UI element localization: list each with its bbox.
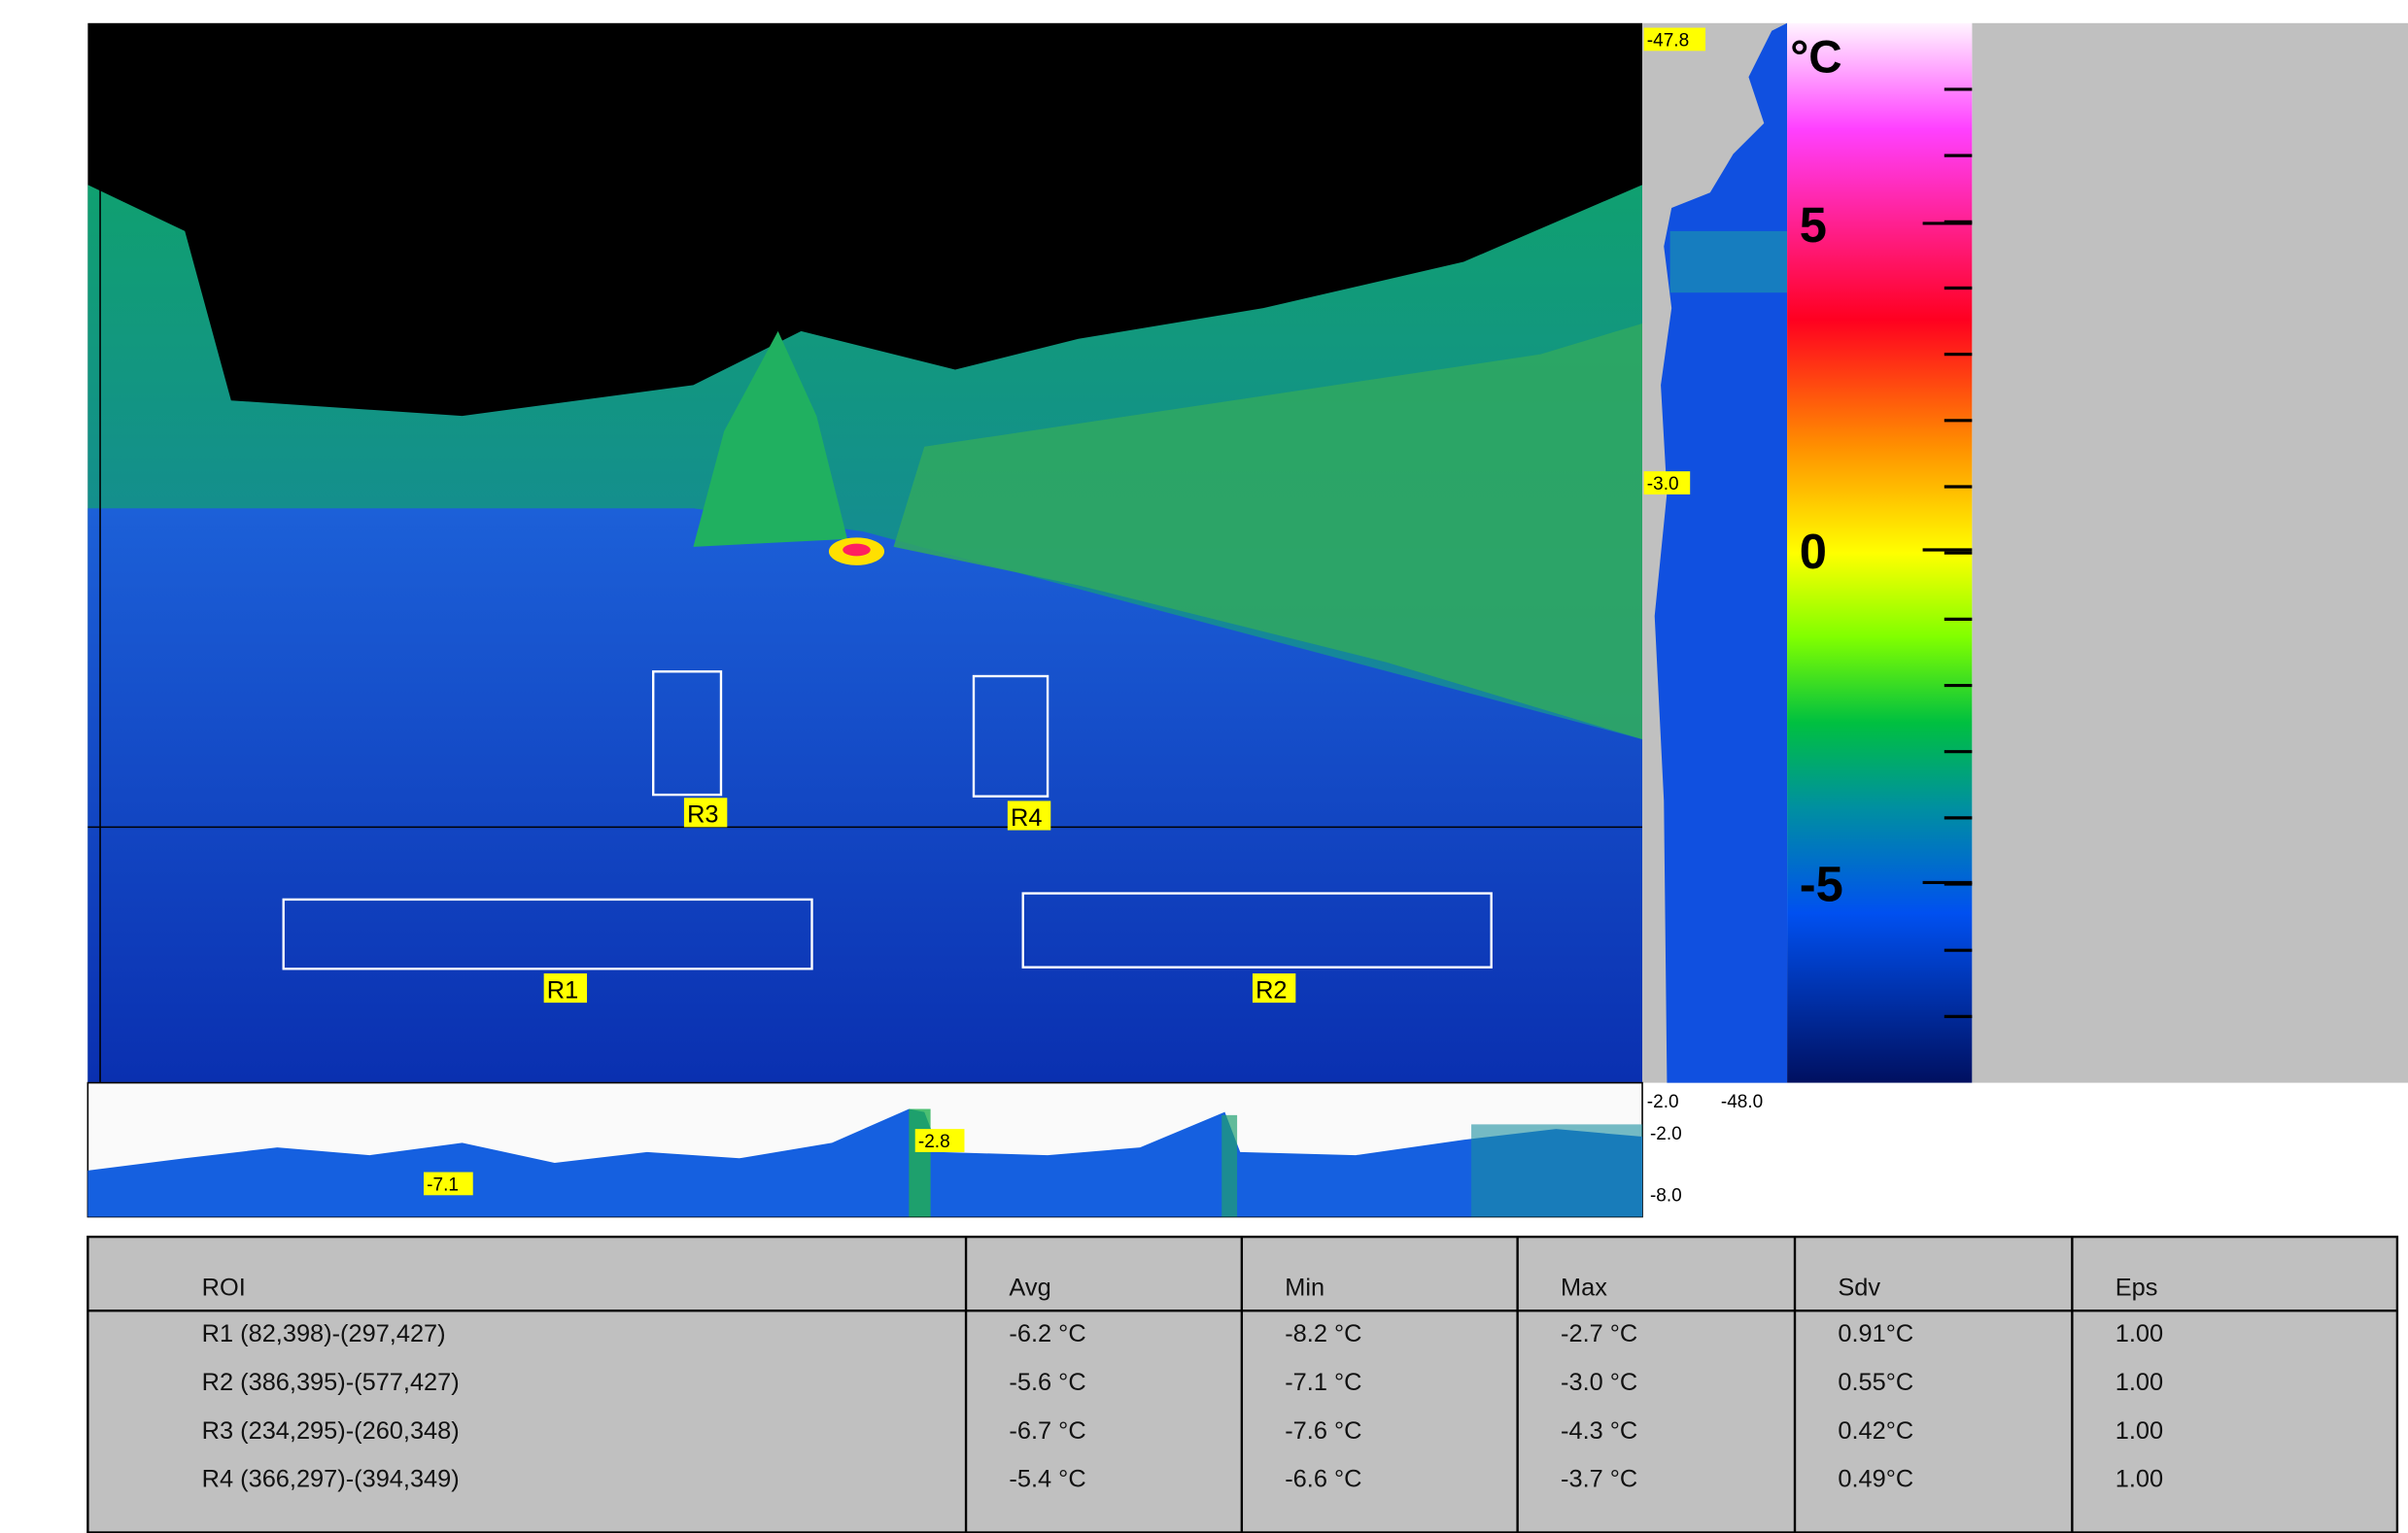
table-cell: -6.2 °C	[1009, 1320, 1085, 1347]
horizontal-profile	[87, 1083, 1642, 1217]
roi-label: R4	[1011, 804, 1042, 832]
table-cell: 0.42°C	[1838, 1417, 1913, 1445]
range-label: -48.0	[1721, 1092, 1763, 1112]
table-cell: -5.4 °C	[1009, 1466, 1085, 1493]
table-header: Eps	[2116, 1274, 2158, 1301]
table-cell: -6.6 °C	[1285, 1466, 1361, 1493]
roi-label: R3	[687, 801, 718, 829]
table-cell: -5.6 °C	[1009, 1369, 1085, 1396]
roi-label: R2	[1256, 976, 1287, 1004]
scale-label: -5	[1800, 856, 1843, 911]
table-cell: -7.6 °C	[1285, 1417, 1361, 1445]
table-cell: -4.3 °C	[1561, 1417, 1637, 1445]
table-cell: 0.91°C	[1838, 1320, 1913, 1347]
table-cell: R1 (82,398)-(297,427)	[202, 1320, 446, 1347]
table-cell: -6.7 °C	[1009, 1417, 1085, 1445]
profile-top-label: -47.8	[1647, 31, 1689, 51]
range-label: -8.0	[1650, 1186, 1682, 1207]
table-header: Avg	[1009, 1274, 1050, 1301]
thermal-image	[87, 23, 1642, 1083]
color-scale: 5 0 -5 °C	[1787, 23, 2408, 1083]
scale-label: 5	[1800, 197, 1827, 253]
profile-max-label: -2.8	[918, 1132, 950, 1152]
table-cell: 1.00	[2116, 1417, 2163, 1445]
table-cell: 0.55°C	[1838, 1369, 1913, 1396]
table-header: Min	[1285, 1274, 1324, 1301]
table-cell: -3.7 °C	[1561, 1466, 1637, 1493]
table-cell: -7.1 °C	[1285, 1369, 1361, 1396]
table-cell: R2 (386,395)-(577,427)	[202, 1369, 460, 1396]
table-cell: R3 (234,295)-(260,348)	[202, 1417, 460, 1445]
roi-label: R1	[547, 976, 578, 1004]
table-header: ROI	[202, 1274, 246, 1301]
table-cell: 1.00	[2116, 1466, 2163, 1493]
profile-min-label: -7.1	[427, 1175, 459, 1196]
table-header: Max	[1561, 1274, 1607, 1301]
table-cell: 1.00	[2116, 1369, 2163, 1396]
profile-marker-label: -3.0	[1647, 474, 1679, 494]
roi-table: ROI Avg Min Max Sdv Eps R1 (82,398)-(297,427) -…	[87, 1237, 2397, 1532]
table-cell: 1.00	[2116, 1320, 2163, 1347]
table-cell: -2.7 °C	[1561, 1320, 1637, 1347]
scale-unit: °C	[1790, 32, 1841, 84]
range-label: -2.0	[1647, 1092, 1679, 1112]
table-cell: -3.0 °C	[1561, 1369, 1637, 1396]
thermal-app: R1 R2 R3 R4 5 0 -5 °C -47.8 -3.0 -2.8 -7.1 -2.0 -4…	[0, 0, 2408, 1533]
table-cell: R4 (366,297)-(394,349)	[202, 1466, 460, 1493]
table-cell: -8.2 °C	[1285, 1320, 1361, 1347]
range-label: -2.0	[1650, 1124, 1682, 1144]
table-cell: 0.49°C	[1838, 1466, 1913, 1493]
vertical-profile	[1642, 23, 1787, 1083]
scale-label: 0	[1800, 524, 1827, 579]
table-header: Sdv	[1838, 1274, 1880, 1301]
